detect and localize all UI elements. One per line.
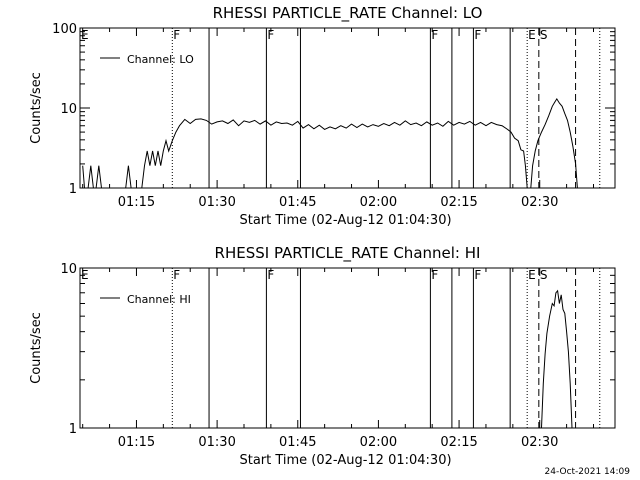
lo-x-tick-label: 01:30 xyxy=(198,195,235,210)
hi-x-tick-label: 02:15 xyxy=(440,435,477,450)
hi-marker-label: E xyxy=(528,268,536,282)
lo-y-tick-label: 10 xyxy=(60,102,77,117)
lo-x-tick-label: 01:15 xyxy=(118,195,155,210)
lo-channel-panel: RHESSI PARTICLE_RATE Channel: LO Start T… xyxy=(29,4,616,228)
lo-x-tick-label: 02:00 xyxy=(360,195,397,210)
hi-y-axis-label: Counts/sec xyxy=(29,312,44,384)
lo-series-line xyxy=(82,97,578,189)
hi-marker-label: F xyxy=(173,268,180,282)
hi-x-tick-label: 01:45 xyxy=(279,435,316,450)
lo-chart-title: RHESSI PARTICLE_RATE Channel: LO xyxy=(213,4,483,23)
hi-y-tick-label: 1 xyxy=(69,422,77,437)
hi-marker-label: S xyxy=(540,268,548,282)
hi-legend-label: Channel: HI xyxy=(127,293,191,306)
lo-marker-label: S xyxy=(540,28,548,42)
lo-marker-label: E xyxy=(528,28,536,42)
lo-plot-marks: E F F F F E S01:15 01:30 01:45 02:00 02:15 02:30110… xyxy=(52,22,616,210)
lo-x-tick-label: 02:30 xyxy=(521,195,558,210)
lo-marker-label: F xyxy=(173,28,180,42)
hi-channel-panel: RHESSI PARTICLE_RATE Channel: HI Start T… xyxy=(29,244,616,468)
lo-marker-label: E xyxy=(81,28,89,42)
hi-marker-label: F xyxy=(474,268,481,282)
hi-chart-title: RHESSI PARTICLE_RATE Channel: HI xyxy=(215,244,481,263)
lo-legend-label: Channel: LO xyxy=(127,53,194,66)
hi-x-axis-label: Start Time (02-Aug-12 01:04:30) xyxy=(239,453,451,468)
lo-x-tick-label: 01:45 xyxy=(279,195,316,210)
lo-y-tick-label: 1 xyxy=(69,182,77,197)
hi-x-tick-label: 02:00 xyxy=(360,435,397,450)
hi-series-line xyxy=(541,289,573,429)
lo-marker-label: F xyxy=(267,28,274,42)
lo-x-tick-label: 02:15 xyxy=(440,195,477,210)
hi-marker-label: F xyxy=(267,268,274,282)
lo-marker-label: F xyxy=(474,28,481,42)
hi-y-tick-label: 10 xyxy=(60,262,77,277)
lo-y-tick-label: 100 xyxy=(52,22,77,37)
hi-plot-frame xyxy=(79,267,616,429)
lo-y-axis-label: Counts/sec xyxy=(29,72,44,144)
hi-x-tick-label: 01:15 xyxy=(118,435,155,450)
date-stamp: 24-Oct-2021 14:09 xyxy=(545,467,631,477)
hi-x-tick-label: 01:30 xyxy=(198,435,235,450)
hi-x-tick-label: 02:30 xyxy=(521,435,558,450)
hi-marker-label: F xyxy=(431,268,438,282)
lo-x-axis-label: Start Time (02-Aug-12 01:04:30) xyxy=(239,213,451,228)
lo-marker-label: F xyxy=(431,28,438,42)
